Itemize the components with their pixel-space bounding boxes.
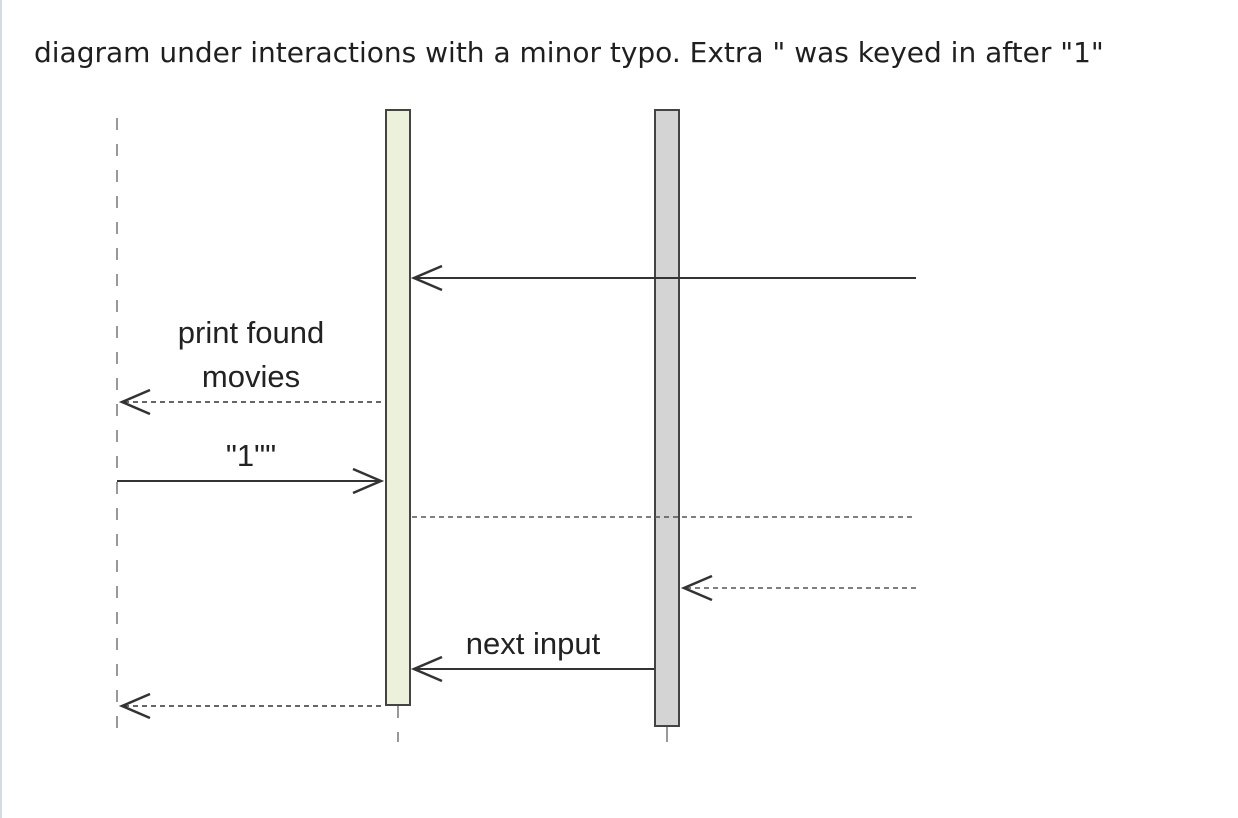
activation-bar-right: [654, 109, 680, 727]
arrowhead-m2: [118, 388, 151, 416]
arrowhead-m1: [410, 264, 443, 292]
message-label-m6: next input: [466, 626, 601, 661]
caption-text: diagram under interactions with a minor …: [34, 36, 1104, 69]
message-label-m3: "1"": [226, 438, 276, 473]
arrowhead-m5: [680, 574, 713, 602]
page-left-border: [0, 0, 2, 818]
arrowhead-m7: [118, 692, 151, 720]
message-label-m2-line2: movies: [202, 359, 300, 394]
activation-bar-main: [385, 109, 411, 706]
message-label-m2-line1: print found: [178, 315, 325, 350]
arrowhead-m6: [410, 655, 443, 683]
arrowhead-m3: [352, 467, 385, 495]
